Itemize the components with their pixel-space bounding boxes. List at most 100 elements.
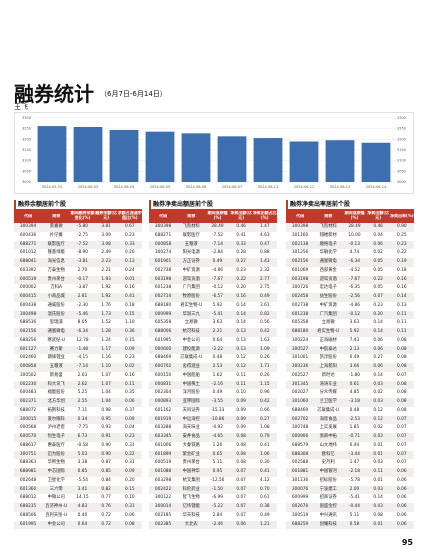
- table-cell: 002702: [291, 416, 309, 422]
- table-cell: 601899: [154, 451, 172, 457]
- table-row: 688259 创耀科技 0.58 0.01 0.06: [286, 520, 414, 530]
- table-row: 601901 方正证券 0.49 0.27 1.43: [149, 258, 277, 267]
- table-cell: 4.74: [349, 250, 360, 256]
- table-cell: 华融化学: [319, 250, 337, 256]
- table-cell: 0.05: [373, 259, 383, 264]
- table-cell: -7.67: [348, 276, 361, 282]
- table-cell: -7.14: [211, 241, 224, 247]
- table-cell: 300751: [19, 451, 37, 457]
- table-cell: 0.16: [236, 294, 246, 299]
- table-cell: 0.02: [373, 425, 383, 431]
- column-header: 期间涨跌幅(%): [207, 211, 228, 220]
- table-cell: 300398: [291, 224, 309, 229]
- table-cell: 0.07: [397, 442, 407, 448]
- table-cell: 3.61: [260, 302, 270, 308]
- table-cell: 1.26: [212, 442, 223, 448]
- table-cell: 0.07: [236, 469, 246, 474]
- table-cell: 601360: [19, 486, 37, 492]
- table-cell: 0.22: [397, 250, 407, 256]
- table-row: 600483 福能股份 5.25 1.04 0.35: [14, 389, 142, 398]
- table-cell: -7.14: [76, 364, 89, 369]
- table-cell: 2.55: [77, 399, 88, 404]
- table-row: 601238 广汽集团 -0.12 0.20 2.75: [149, 284, 277, 293]
- column-header: 净卖出额(亿元): [367, 211, 390, 220]
- table-row: 600570 恒生电子 6.73 0.91 0.23: [14, 433, 142, 442]
- table-cell: 0.88: [260, 250, 270, 256]
- table-cell: 史丹利: [321, 460, 335, 466]
- table-cell: 北方华创: [47, 399, 65, 404]
- table-cell: 卫星化学: [47, 477, 65, 483]
- table-cell: 7.11: [77, 407, 88, 413]
- table-cell: -7.67: [211, 276, 224, 282]
- table-row: 688469 芯联集成-U 0.48 0.12 0.26: [149, 354, 277, 363]
- column-header: 简称: [187, 213, 196, 218]
- table-cell: 广汽集团: [319, 311, 337, 317]
- table-cell: 通富微电: [47, 329, 65, 334]
- table-cell: 300236: [291, 364, 309, 369]
- table-cell: 0.84: [101, 477, 111, 483]
- table-cell: 0.14: [373, 372, 383, 378]
- table-cell: 招商证券: [319, 495, 337, 501]
- table-cell: 0.31: [125, 504, 135, 509]
- table-row: 301345 涛涛车业 0.61 0.03 0.08: [286, 380, 414, 390]
- table-cell: 芯联集成-U: [180, 355, 203, 361]
- table-cell: 0.14: [236, 311, 246, 317]
- table-cell: 0.02: [125, 364, 135, 369]
- table-cell: 迎驾贡酒: [182, 276, 200, 282]
- table-cell: 正海磁材: [319, 337, 337, 343]
- table-cell: 600483: [19, 390, 37, 396]
- table-cell: -0.71: [348, 434, 361, 439]
- table-row: 300122 智飞生物 -6.99 0.07 0.61: [149, 494, 277, 503]
- table-cell: 0.41: [236, 232, 246, 238]
- table-row: 601162 天风证券 -15.33 0.09 0.66: [149, 407, 277, 416]
- table-cell: 0.03: [373, 460, 383, 466]
- table-row: 688617 惠泰医疗 -0.58 0.90 0.31: [14, 442, 142, 451]
- page-title: 融券统计: [14, 82, 94, 106]
- table-cell: 0.23: [397, 241, 407, 247]
- table-row: 002588 史丹利 1.47 0.03 0.07: [286, 459, 414, 468]
- table-row: 002458 益生股份 -2.56 0.07 0.14: [286, 293, 414, 302]
- table-cell: 301256: [291, 250, 309, 256]
- table-row: 603298 杭叉集团 -12.56 0.07 4.12: [149, 477, 277, 486]
- table-cell: 0.08: [236, 451, 246, 457]
- table-cell: 2.03: [77, 372, 88, 378]
- table-cell: 0.23: [236, 267, 246, 273]
- table-cell: 0.08: [397, 407, 407, 413]
- table-cell: 0.10: [236, 390, 246, 396]
- table-cell: 新易盛: [49, 372, 63, 378]
- column-header: 简称: [52, 213, 61, 218]
- table-cell: 0.70: [260, 486, 270, 492]
- table-cell: 拓荆科技: [47, 407, 65, 413]
- table-cell: -3.18: [348, 399, 361, 404]
- table-cell: 1.43: [260, 259, 270, 264]
- y2-tick-label: 3150: [397, 148, 406, 152]
- table-cell: 0.01: [373, 442, 383, 448]
- table-cell: 600999: [291, 495, 309, 501]
- table-cell: 0.10: [125, 495, 135, 501]
- table-cell: 002138: [291, 241, 309, 247]
- table-cell: -2.22: [211, 346, 224, 352]
- table-cell: 0.95: [101, 416, 111, 422]
- table-cell: 0.79: [260, 434, 270, 439]
- table-cell: 0.58: [349, 521, 360, 527]
- table-cell: 0.13: [236, 329, 246, 334]
- table-cell: 688536: [19, 320, 37, 326]
- column-header: 期间融券余额变化(%): [70, 211, 95, 220]
- table-row: 002371 北方华创 2.55 1.04 0.06: [14, 398, 142, 407]
- table-cell: 0.38: [260, 504, 270, 509]
- table-cell: 立昂微: [184, 320, 198, 326]
- table-cell: 002738: [291, 302, 309, 308]
- table-cell: 隆基绿能: [47, 250, 65, 256]
- table-cell: 0.64: [212, 337, 223, 343]
- table-cell: 0.24: [125, 267, 135, 273]
- table-cell: 688579: [291, 442, 309, 448]
- table-cell: -4.52: [348, 267, 361, 273]
- table-cell: 0.06: [373, 346, 383, 352]
- table-cell: -15.33: [210, 407, 225, 413]
- table-cell: 688363: [19, 460, 37, 466]
- table-cell: 002185: [154, 512, 172, 518]
- table-cell: -5.54: [76, 477, 89, 483]
- table-row: 688180 君实生物-U 5.92 0.14 3.61: [149, 302, 277, 311]
- table-cell: 0.66: [260, 407, 270, 413]
